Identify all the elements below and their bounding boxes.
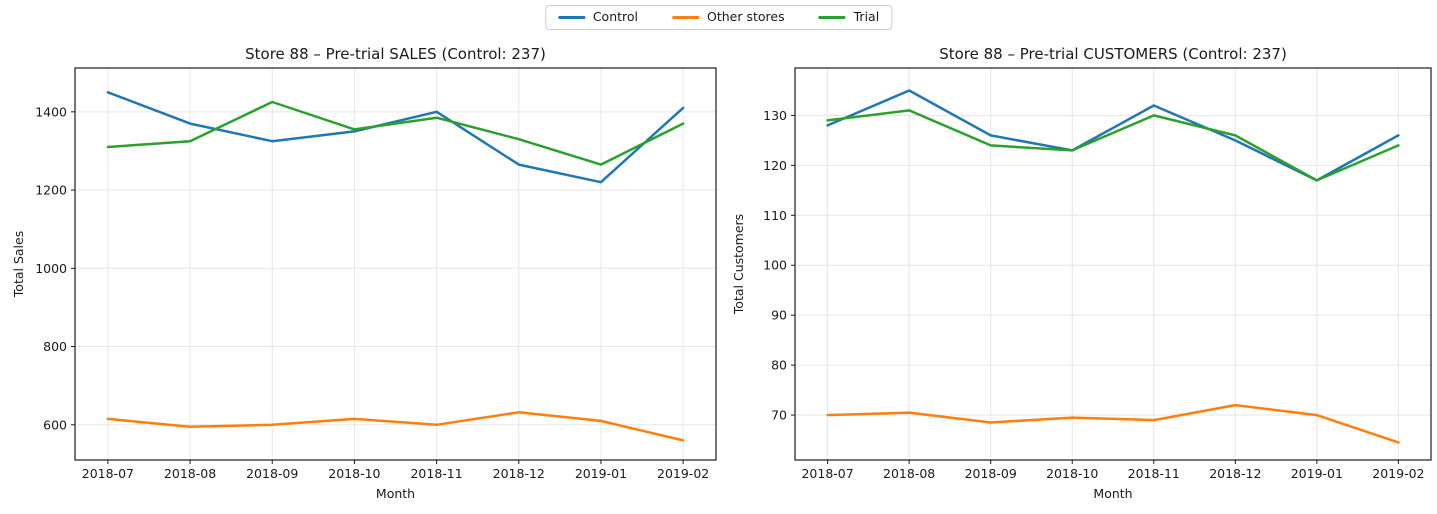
customers-chart: 2018-07 2018-08 2018-09 2018-10 2018-11 2018-… xyxy=(731,45,1432,501)
y-tick-label: 130 xyxy=(763,108,787,123)
axes-box xyxy=(74,67,717,461)
legend-label-other-stores: Other stores xyxy=(707,9,785,24)
series-line-other-stores xyxy=(106,411,685,442)
x-tick-label: 2018-09 xyxy=(965,466,1017,481)
axes-box xyxy=(794,67,1432,461)
x-tick-label: 2018-08 xyxy=(883,466,935,481)
x-tick-label: 2018-10 xyxy=(1046,466,1098,481)
series-line-control xyxy=(826,89,1400,182)
y-tick-label: 120 xyxy=(763,158,787,173)
x-tick-label: 2019-01 xyxy=(575,466,627,481)
x-tick-label: 2019-02 xyxy=(1372,466,1424,481)
control-line-swatch xyxy=(557,15,585,19)
y-tick-label: 800 xyxy=(43,339,67,354)
y-tick-label: 1200 xyxy=(35,183,67,198)
x-tick-label: 2018-07 xyxy=(801,466,853,481)
y-tick-label: 1000 xyxy=(35,261,67,276)
x-tick-label: 2018-09 xyxy=(246,466,298,481)
y-tick-label: 70 xyxy=(771,408,787,423)
series-line-trial xyxy=(106,100,685,166)
x-tick-label: 2018-08 xyxy=(164,466,216,481)
y-tick-label: 1400 xyxy=(35,104,67,119)
legend-item-trial: Trial xyxy=(818,9,880,24)
y-axis-label: Total Customers xyxy=(731,214,746,315)
x-tick-label: 2019-02 xyxy=(657,466,709,481)
x-axis-label: Month xyxy=(376,486,415,501)
x-axis-label: Month xyxy=(1093,486,1132,501)
x-tick-label: 2019-01 xyxy=(1291,466,1343,481)
chart-title: Store 88 – Pre-trial SALES (Control: 237… xyxy=(245,45,546,63)
trial-line-swatch xyxy=(818,15,846,19)
legend-item-other-stores: Other stores xyxy=(672,9,785,24)
legend-item-control: Control xyxy=(557,9,639,24)
other-stores-line-swatch xyxy=(672,15,700,19)
x-tick-label: 2018-11 xyxy=(1128,466,1180,481)
chart-title: Store 88 – Pre-trial CUSTOMERS (Control:… xyxy=(939,45,1287,63)
legend-label-trial: Trial xyxy=(853,9,880,24)
x-tick-label: 2018-07 xyxy=(82,466,134,481)
x-tick-label: 2018-11 xyxy=(410,466,462,481)
figure-legend: Control Other stores Trial xyxy=(544,5,893,30)
series-line-control xyxy=(106,91,685,184)
y-tick-label: 600 xyxy=(43,417,67,432)
y-axis-label: Total Sales xyxy=(11,231,26,298)
x-tick-label: 2018-10 xyxy=(328,466,380,481)
y-tick-label: 100 xyxy=(763,258,787,273)
series-line-other-stores xyxy=(826,403,1400,444)
sales-chart: 2018-07 2018-08 2018-09 2018-10 2018-11 2018-… xyxy=(11,45,717,501)
x-tick-label: 2018-12 xyxy=(493,466,545,481)
y-tick-label: 80 xyxy=(771,358,787,373)
y-tick-label: 110 xyxy=(763,208,787,223)
legend-label-control: Control xyxy=(592,9,639,24)
y-tick-label: 90 xyxy=(771,308,787,323)
x-tick-label: 2018-12 xyxy=(1209,466,1261,481)
series-line-trial xyxy=(826,109,1400,182)
